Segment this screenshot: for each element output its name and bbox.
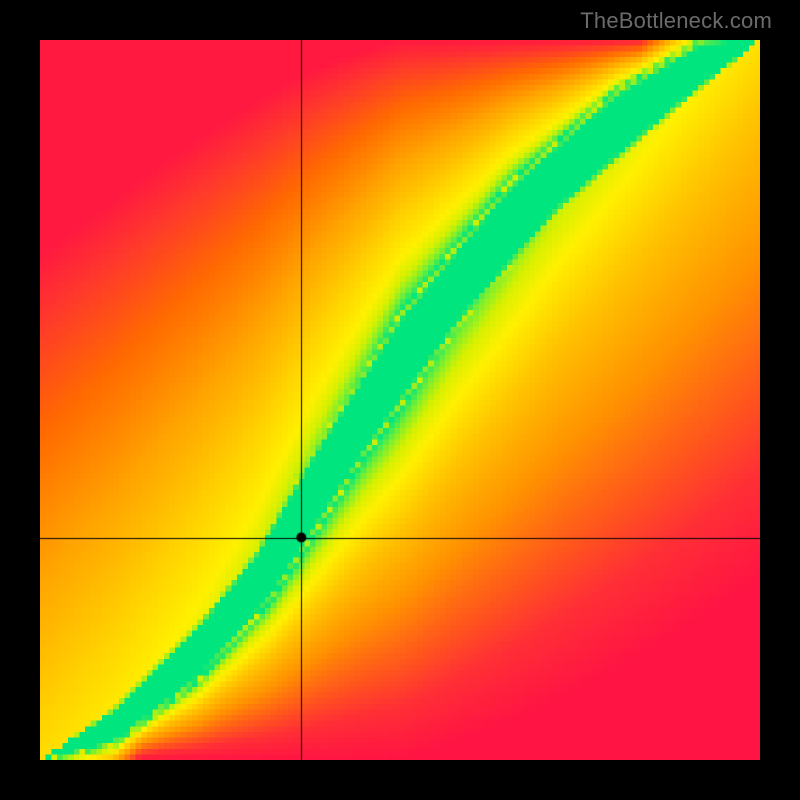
- chart-container: TheBottleneck.com: [0, 0, 800, 800]
- crosshair-overlay: [0, 0, 800, 800]
- watermark-text: TheBottleneck.com: [580, 8, 772, 34]
